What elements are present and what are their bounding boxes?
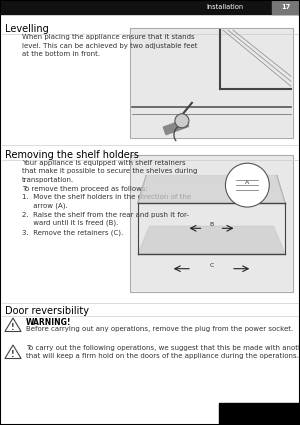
- Text: Removing the shelf holders: Removing the shelf holders: [5, 150, 139, 160]
- Polygon shape: [5, 318, 21, 332]
- Polygon shape: [138, 226, 285, 254]
- Bar: [272, 0, 300, 14]
- Bar: [131, 156, 292, 291]
- Circle shape: [225, 163, 269, 207]
- Text: To carry out the following operations, we suggest that this be made with another: To carry out the following operations, w…: [26, 345, 300, 359]
- Text: Your appliance is equipped with shelf retainers
that make it possible to secure : Your appliance is equipped with shelf re…: [22, 160, 197, 235]
- Bar: [131, 29, 292, 137]
- Text: Installation: Installation: [206, 4, 243, 10]
- Text: !: !: [11, 350, 15, 360]
- Polygon shape: [138, 176, 285, 203]
- Bar: [163, 119, 189, 135]
- Text: C: C: [209, 263, 214, 268]
- Text: 17: 17: [281, 4, 291, 10]
- Text: Levelling: Levelling: [5, 24, 49, 34]
- Text: Door reversibility: Door reversibility: [5, 306, 89, 316]
- Text: !: !: [11, 323, 15, 332]
- Text: B: B: [209, 222, 214, 227]
- Bar: [130, 155, 293, 292]
- Text: WARNING!: WARNING!: [26, 318, 71, 327]
- Polygon shape: [5, 345, 21, 359]
- Bar: [130, 28, 293, 138]
- Text: A: A: [245, 180, 250, 184]
- Circle shape: [175, 114, 189, 128]
- Bar: [0, 0, 300, 14]
- Bar: [219, 403, 300, 425]
- Text: When placing the appliance ensure that it stands
level. This can be achieved by : When placing the appliance ensure that i…: [22, 34, 197, 57]
- Text: Before carrying out any operations, remove the plug from the power socket.: Before carrying out any operations, remo…: [26, 326, 293, 332]
